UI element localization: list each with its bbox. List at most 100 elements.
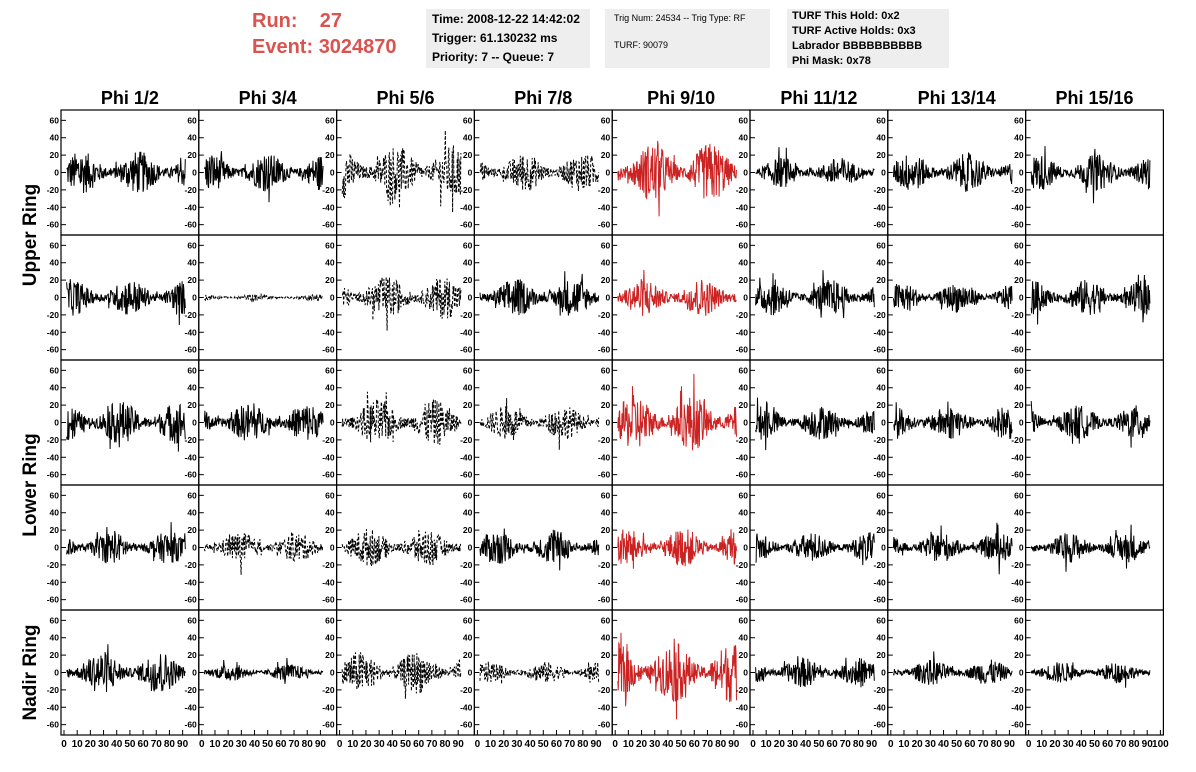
y-tick-label: -40 xyxy=(185,702,198,712)
y-tick-label: 0 xyxy=(330,543,335,553)
y-tick-label: 20 xyxy=(876,275,886,285)
y-tick-label: -60 xyxy=(1011,720,1024,730)
y-tick-label: 0 xyxy=(743,418,748,428)
y-tick-label: 40 xyxy=(463,133,473,143)
y-tick-label: -40 xyxy=(598,577,611,587)
x-tick-label: 80 xyxy=(164,739,176,750)
y-tick-label: 40 xyxy=(50,383,60,393)
x-tick-label: 60 xyxy=(1102,739,1114,750)
y-tick-label: -40 xyxy=(598,452,611,462)
y-tick-label: 40 xyxy=(1014,133,1024,143)
y-tick-label: -40 xyxy=(460,702,473,712)
y-tick-label: -60 xyxy=(874,470,887,480)
x-tick-label: 10 xyxy=(761,739,773,750)
y-tick-label: 60 xyxy=(1014,115,1024,125)
y-tick-label: -20 xyxy=(874,560,887,570)
y-tick-label: -20 xyxy=(598,310,611,320)
y-tick-label: 0 xyxy=(881,543,886,553)
x-tick-label: 60 xyxy=(275,739,287,750)
y-tick-label: -60 xyxy=(47,220,60,230)
waveform-trace xyxy=(1030,400,1151,448)
x-tick-label: 90 xyxy=(1142,739,1154,750)
turf-this-hold-text: TURF This Hold: 0x2 xyxy=(792,10,900,22)
y-tick-label: -20 xyxy=(185,435,198,445)
y-tick-label: 60 xyxy=(876,365,886,375)
x-tick-label: 50 xyxy=(813,739,825,750)
y-tick-label: -20 xyxy=(460,185,473,195)
x-tick-label: 30 xyxy=(511,739,523,750)
y-tick-label: 20 xyxy=(601,400,611,410)
trig-info-box: Trig Num: 24534 -- Trig Type: RF TURF: 9… xyxy=(605,9,770,68)
waveform-trace xyxy=(479,528,600,571)
y-tick-label: -40 xyxy=(185,327,198,337)
y-tick-label: 40 xyxy=(876,383,886,393)
x-tick-label: 20 xyxy=(912,739,924,750)
x-tick-label: 20 xyxy=(223,739,235,750)
y-tick-label: 60 xyxy=(1014,365,1024,375)
column-header: Phi 7/8 xyxy=(514,88,572,108)
event-label: Event: xyxy=(252,36,314,58)
y-tick-label: 40 xyxy=(50,258,60,268)
waveform-trace xyxy=(892,522,1013,575)
y-tick-label: -20 xyxy=(598,435,611,445)
y-tick-label: -40 xyxy=(47,452,60,462)
y-tick-label: -60 xyxy=(460,595,473,605)
x-tick-label: 10 xyxy=(1036,739,1048,750)
x-tick-label: 0 xyxy=(337,739,343,750)
y-tick-label: 60 xyxy=(187,490,197,500)
y-tick-label: 20 xyxy=(50,150,60,160)
y-tick-label: -40 xyxy=(736,452,749,462)
y-tick-label: -20 xyxy=(47,560,60,570)
y-tick-label: -20 xyxy=(1011,310,1024,320)
y-tick-label: -40 xyxy=(736,202,749,212)
y-tick-label: 20 xyxy=(50,525,60,535)
y-tick-label: 0 xyxy=(1019,668,1024,678)
y-tick-label: -60 xyxy=(460,470,473,480)
y-tick-label: 40 xyxy=(601,383,611,393)
x-tick-label: 70 xyxy=(564,739,576,750)
column-header: Phi 11/12 xyxy=(780,88,857,108)
x-tick-label: 80 xyxy=(1128,739,1140,750)
x-tick-label: 70 xyxy=(288,739,300,750)
y-tick-label: 60 xyxy=(601,365,611,375)
y-tick-label: -40 xyxy=(1011,202,1024,212)
y-tick-label: 40 xyxy=(1014,258,1024,268)
y-tick-label: -60 xyxy=(322,720,335,730)
x-tick-label: 100 xyxy=(1152,739,1169,750)
column-header: Phi 9/10 xyxy=(647,88,715,108)
y-tick-label: 0 xyxy=(330,293,335,303)
waveform-trace xyxy=(893,401,1013,439)
x-tick-label: 0 xyxy=(61,739,67,750)
x-tick-label: 50 xyxy=(538,739,550,750)
y-tick-label: 20 xyxy=(463,400,473,410)
turf-active-holds-text: TURF Active Holds: 0x3 xyxy=(792,25,916,37)
x-tick-label: 50 xyxy=(400,739,412,750)
waveform-trace xyxy=(66,279,186,326)
y-tick-label: -20 xyxy=(874,310,887,320)
x-tick-label: 70 xyxy=(151,739,163,750)
x-tick-label: 0 xyxy=(750,739,756,750)
y-tick-label: -20 xyxy=(874,685,887,695)
y-tick-label: 20 xyxy=(325,525,335,535)
y-tick-label: 20 xyxy=(739,525,749,535)
y-tick-label: 20 xyxy=(50,275,60,285)
trigger-text: Trigger: 61.130232 ms xyxy=(432,31,558,45)
run-event-box: Run: 27 Event: 3024870 xyxy=(252,8,422,60)
y-tick-label: 0 xyxy=(54,668,59,678)
y-tick-label: -60 xyxy=(460,720,473,730)
y-tick-label: 20 xyxy=(1014,525,1024,535)
y-tick-label: -20 xyxy=(460,310,473,320)
y-tick-label: -60 xyxy=(874,345,887,355)
y-tick-label: -20 xyxy=(874,435,887,445)
y-tick-label: 60 xyxy=(876,240,886,250)
y-tick-label: -60 xyxy=(874,720,887,730)
y-tick-label: -20 xyxy=(1011,435,1024,445)
y-tick-label: 20 xyxy=(876,150,886,160)
x-tick-label: 60 xyxy=(551,739,563,750)
y-tick-label: 40 xyxy=(1014,633,1024,643)
y-tick-label: 40 xyxy=(601,258,611,268)
y-tick-label: 40 xyxy=(463,633,473,643)
column-header: Phi 1/2 xyxy=(101,88,159,108)
y-tick-label: 0 xyxy=(1019,168,1024,178)
y-tick-label: 0 xyxy=(192,168,197,178)
